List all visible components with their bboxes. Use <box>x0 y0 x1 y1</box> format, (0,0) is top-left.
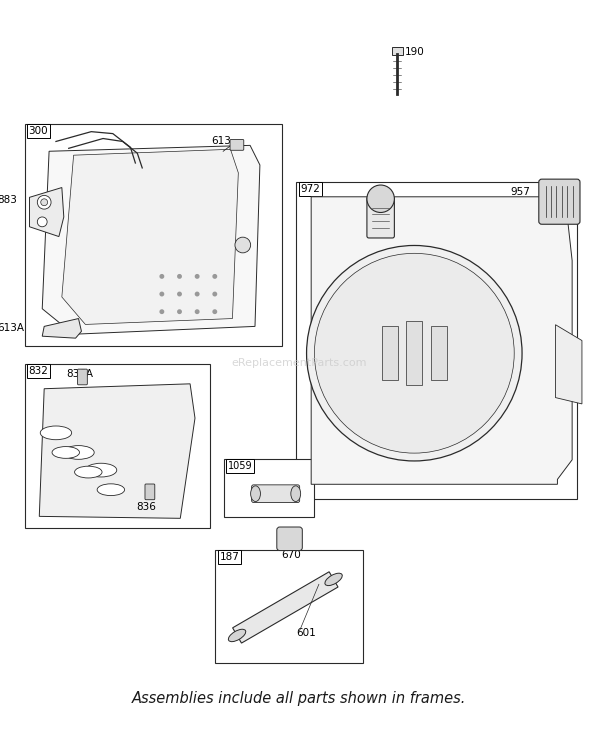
FancyBboxPatch shape <box>77 369 87 385</box>
FancyBboxPatch shape <box>230 140 244 150</box>
Polygon shape <box>30 187 64 236</box>
Polygon shape <box>42 146 260 334</box>
Polygon shape <box>62 149 238 325</box>
Bar <box>296 182 577 499</box>
Circle shape <box>159 309 164 314</box>
Bar <box>25 364 209 528</box>
Ellipse shape <box>251 486 260 502</box>
Text: 601: 601 <box>296 629 316 638</box>
Polygon shape <box>555 325 582 404</box>
Ellipse shape <box>52 447 80 458</box>
Circle shape <box>159 274 164 279</box>
Circle shape <box>212 291 217 296</box>
Circle shape <box>37 217 47 227</box>
Circle shape <box>212 309 217 314</box>
Circle shape <box>195 274 199 279</box>
Circle shape <box>37 195 51 209</box>
Circle shape <box>177 274 182 279</box>
Ellipse shape <box>40 426 71 440</box>
Circle shape <box>212 274 217 279</box>
Ellipse shape <box>97 484 124 496</box>
Circle shape <box>307 245 522 461</box>
Bar <box>382 325 398 380</box>
Text: 972: 972 <box>300 184 320 194</box>
Circle shape <box>195 291 199 296</box>
Circle shape <box>367 185 394 212</box>
Bar <box>407 321 422 385</box>
Text: 613A: 613A <box>0 323 24 334</box>
FancyBboxPatch shape <box>367 197 394 238</box>
Ellipse shape <box>74 466 102 478</box>
Circle shape <box>195 309 199 314</box>
FancyBboxPatch shape <box>251 485 300 502</box>
Text: 836: 836 <box>136 502 156 512</box>
Text: 670: 670 <box>281 551 301 560</box>
Polygon shape <box>311 197 572 484</box>
Text: 836A: 836A <box>65 369 93 379</box>
Circle shape <box>177 291 182 296</box>
Text: Assemblies include all parts shown in frames.: Assemblies include all parts shown in fr… <box>132 691 467 706</box>
Text: 1059: 1059 <box>228 461 253 471</box>
Text: 187: 187 <box>219 552 240 562</box>
Text: 957: 957 <box>510 187 530 197</box>
Polygon shape <box>232 572 338 643</box>
Bar <box>224 459 314 517</box>
Circle shape <box>314 253 514 453</box>
Text: 613: 613 <box>211 137 231 146</box>
Text: 300: 300 <box>28 126 48 136</box>
Text: 883: 883 <box>0 195 17 205</box>
Bar <box>431 325 447 380</box>
Text: 190: 190 <box>405 48 425 57</box>
Ellipse shape <box>325 573 342 585</box>
Polygon shape <box>40 384 195 519</box>
Circle shape <box>177 309 182 314</box>
Bar <box>215 550 363 663</box>
Circle shape <box>41 199 48 206</box>
Polygon shape <box>42 319 81 338</box>
Ellipse shape <box>86 463 117 477</box>
Ellipse shape <box>63 446 94 459</box>
Ellipse shape <box>291 486 301 502</box>
Text: 832: 832 <box>28 366 48 376</box>
FancyBboxPatch shape <box>539 179 580 224</box>
FancyBboxPatch shape <box>392 47 403 55</box>
Ellipse shape <box>228 629 245 642</box>
Text: eReplacementParts.com: eReplacementParts.com <box>232 358 367 369</box>
FancyBboxPatch shape <box>145 484 155 500</box>
FancyBboxPatch shape <box>277 527 302 551</box>
Circle shape <box>235 237 251 253</box>
Bar <box>25 124 282 346</box>
Circle shape <box>159 291 164 296</box>
